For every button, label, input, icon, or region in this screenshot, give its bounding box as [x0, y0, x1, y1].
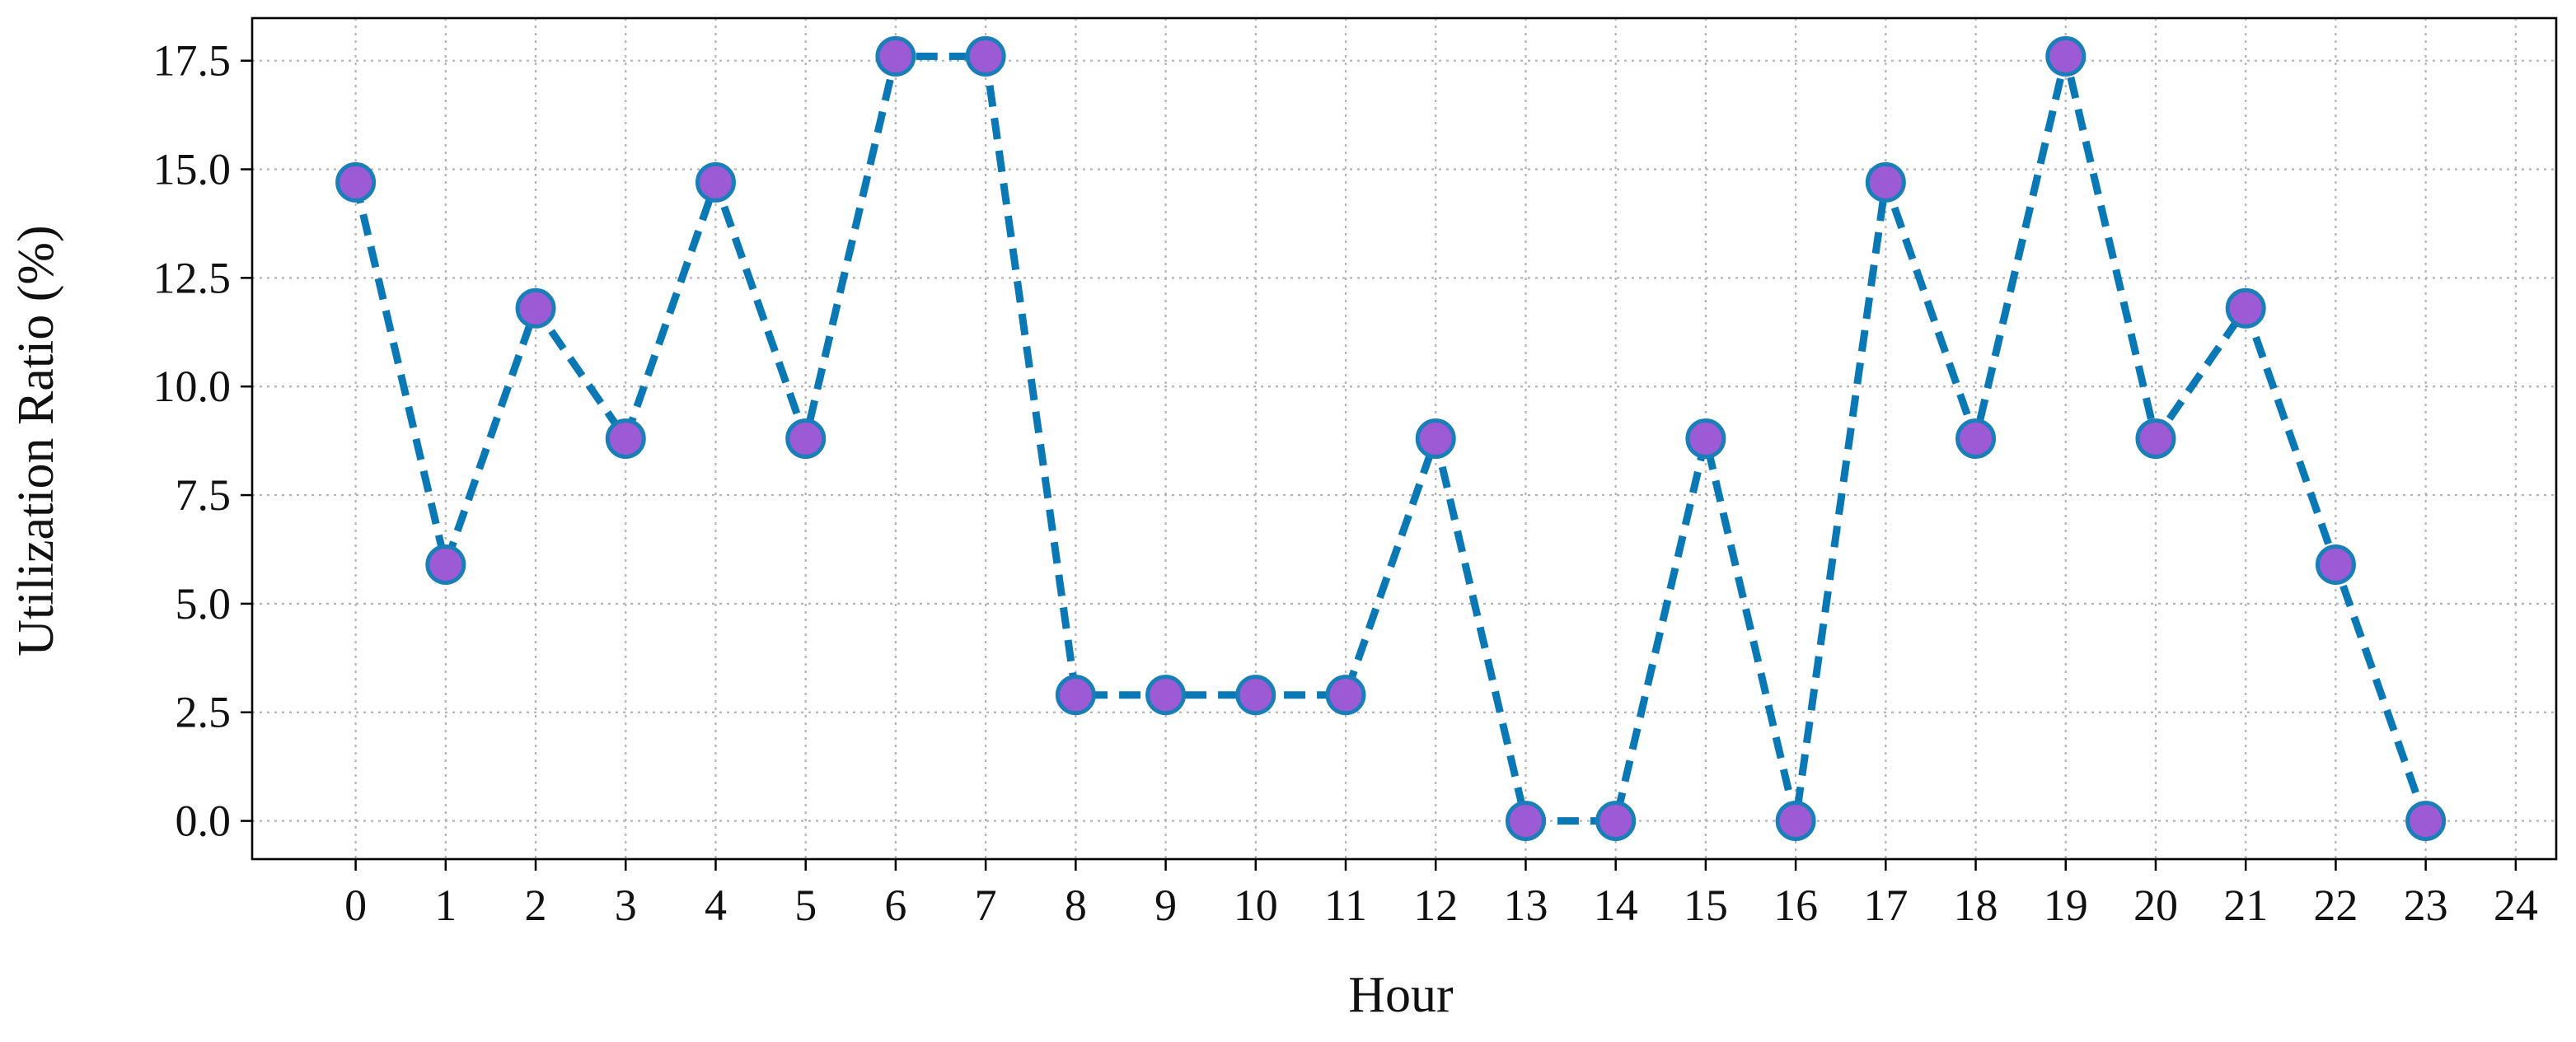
x-tick-label: 18 [1954, 881, 1998, 930]
data-point [1595, 801, 1637, 842]
data-point [605, 418, 646, 459]
data-point [1325, 675, 1366, 716]
x-tick-label: 15 [1684, 881, 1728, 930]
data-point [1865, 161, 1906, 203]
series-line [352, 52, 2429, 825]
data-point [1955, 418, 1997, 459]
x-tick-label: 2 [525, 881, 547, 930]
y-tick-label: 15.0 [153, 145, 232, 194]
y-tick-label: 5.0 [176, 579, 232, 628]
y-tick-label: 0.0 [176, 797, 232, 846]
x-tick-label: 9 [1155, 881, 1177, 930]
x-tick-label: 23 [2404, 881, 2448, 930]
grid-lines [252, 18, 2556, 859]
x-tick-label: 14 [1594, 881, 1638, 930]
plot-border [251, 16, 2558, 861]
data-point [2225, 287, 2266, 329]
x-tick-label: 11 [1324, 881, 1367, 930]
data-point [1685, 418, 1726, 459]
x-tick-label: 16 [1773, 881, 1818, 930]
x-tick-label: 12 [1413, 881, 1458, 930]
data-point [1235, 675, 1276, 716]
x-tick-label: 6 [884, 881, 906, 930]
data-point [1505, 801, 1546, 842]
data-point [785, 418, 827, 459]
axis-ticks: 0 1 2 3 4 5 6 7 8 9 10 11 12 13 14 15 16 17 18 19 20 21 22 23 24… [153, 36, 2538, 930]
x-tick-label: 21 [2223, 881, 2268, 930]
x-tick-label: 19 [2044, 881, 2088, 930]
data-point [1145, 675, 1187, 716]
y-tick-label: 17.5 [153, 36, 232, 86]
data-point [2045, 35, 2087, 77]
data-point [1415, 418, 1456, 459]
y-tick-label: 12.5 [153, 253, 232, 302]
x-tick-label: 0 [344, 881, 367, 930]
y-tick-label: 7.5 [176, 470, 232, 520]
x-tick-label: 8 [1065, 881, 1087, 930]
y-tick-label: 2.5 [176, 688, 232, 737]
x-tick-label: 17 [1863, 881, 1908, 930]
axes-frame [251, 16, 2558, 861]
series-line-path [352, 52, 2429, 825]
x-tick-label: 10 [1234, 881, 1278, 930]
data-point [515, 287, 556, 329]
x-tick-label: 24 [2494, 881, 2538, 930]
data-point [2405, 801, 2447, 842]
x-tick-label: 4 [705, 881, 727, 930]
x-tick-label: 22 [2313, 881, 2358, 930]
x-tick-label: 7 [975, 881, 997, 930]
data-point [695, 161, 736, 203]
x-tick-label: 20 [2133, 881, 2178, 930]
data-point [965, 35, 1006, 77]
y-tick-label: 10.0 [153, 362, 232, 411]
x-tick-label: 1 [434, 881, 457, 930]
data-point [335, 161, 377, 203]
data-point [425, 544, 466, 585]
data-point [1055, 675, 1096, 716]
data-point [2135, 418, 2176, 459]
data-point [2315, 544, 2356, 585]
data-point [875, 35, 916, 77]
y-axis-title: Utilization Ratio (%) [8, 225, 64, 656]
x-tick-label: 3 [615, 881, 637, 930]
data-point [1775, 801, 1816, 842]
x-axis-title: Hour [1348, 967, 1454, 1023]
x-tick-label: 5 [794, 881, 817, 930]
data-points [335, 35, 2447, 842]
x-tick-label: 13 [1503, 881, 1548, 930]
